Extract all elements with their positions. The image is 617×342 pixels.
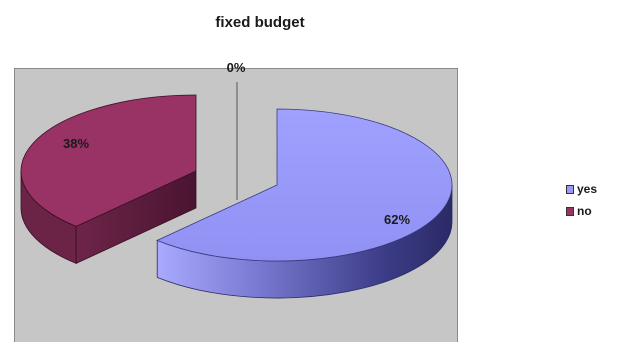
- slice-yes: [156, 108, 453, 262]
- legend-label-no: no: [577, 204, 592, 218]
- legend-item-no: no: [566, 200, 597, 222]
- legend-swatch-no: [566, 206, 574, 216]
- legend: yes no: [566, 178, 597, 222]
- data-label-no: 38%: [63, 136, 89, 151]
- chart-title: fixed budget: [215, 14, 305, 31]
- legend-swatch-yes: [566, 184, 574, 194]
- data-label-zero: 0%: [227, 60, 246, 75]
- legend-label-yes: yes: [577, 182, 598, 196]
- data-label-yes: 62%: [384, 212, 410, 227]
- legend-item-yes: yes: [566, 178, 597, 200]
- slice-no: [20, 94, 197, 227]
